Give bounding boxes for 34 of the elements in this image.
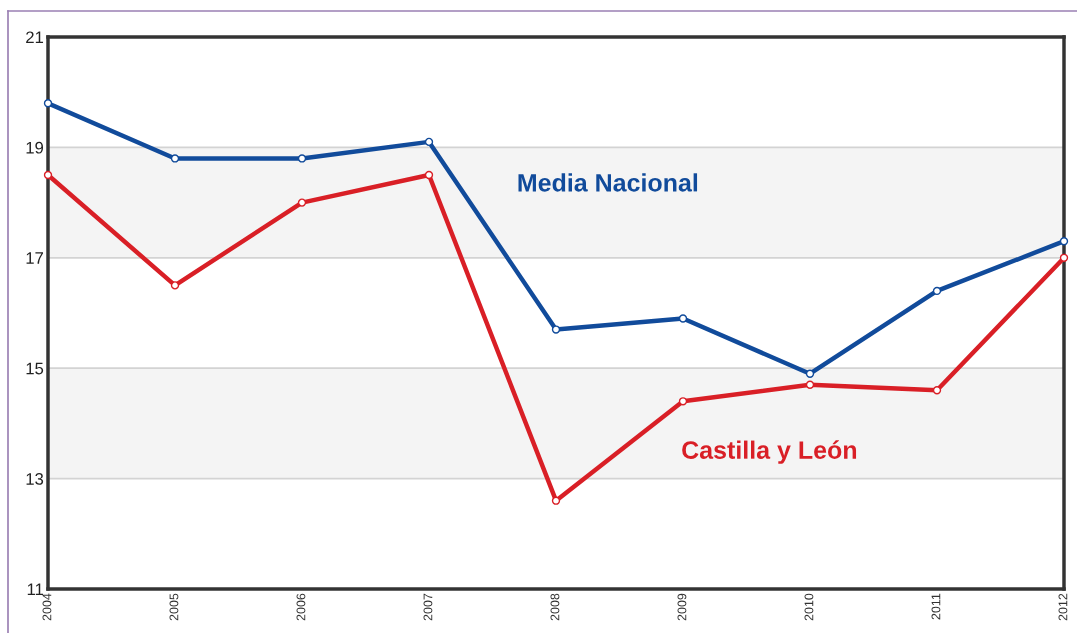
y-tick-label: 13: [26, 473, 44, 485]
series-label: Media Nacional: [518, 173, 698, 192]
point: [170, 154, 180, 163]
point: [551, 325, 561, 334]
point: [678, 314, 688, 323]
x-tick-label: 2006: [296, 593, 306, 621]
x-tick-label: 2009: [677, 593, 687, 621]
x-tick-label: 2007: [423, 593, 433, 621]
point: [1059, 237, 1069, 246]
point: [932, 286, 942, 296]
point: [43, 99, 53, 108]
point: [1059, 253, 1069, 262]
y-tick-label: 19: [26, 141, 44, 154]
y-tick-label: 21: [26, 31, 44, 44]
point: [297, 154, 307, 163]
x-tick-label: 2005: [169, 593, 179, 621]
point: [297, 198, 307, 207]
point: [805, 380, 815, 389]
x-tick-label: 2004: [42, 593, 52, 621]
x-tick-label: 2012: [1058, 593, 1068, 621]
point: [932, 386, 942, 395]
x-tick-label: 2010: [804, 593, 814, 621]
x-tick-label: 2011: [931, 593, 941, 620]
point: [170, 281, 180, 290]
point: [805, 369, 815, 378]
point: [678, 397, 688, 406]
point: [551, 496, 561, 505]
point: [424, 170, 434, 180]
y-tick-label: 15: [26, 362, 44, 375]
x-tick-label: 2008: [550, 593, 560, 621]
y-tick-label: 17: [26, 252, 43, 264]
point: [424, 137, 434, 147]
point: [43, 170, 53, 180]
series-label: Castilla y León: [682, 440, 857, 464]
